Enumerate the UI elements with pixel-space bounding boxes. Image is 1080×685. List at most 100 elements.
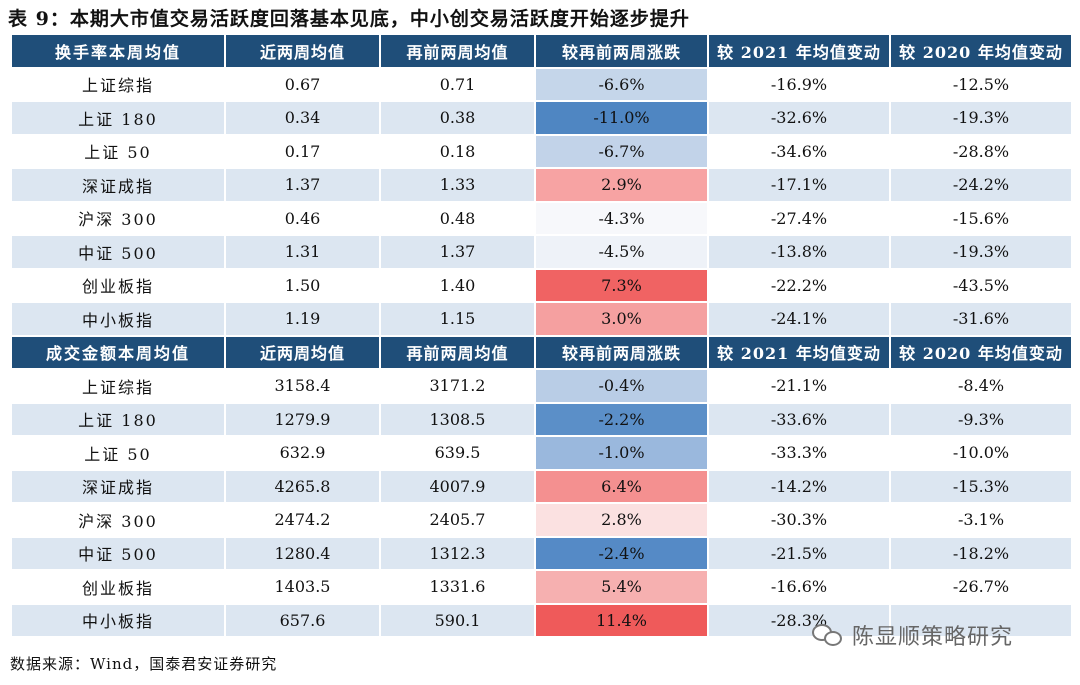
index-name: 中小板指 [12,605,224,637]
prev-avg: 0.18 [381,136,534,168]
section-header-row: 换手率本周均值 近两周均值 再前两周均值 较再前两周涨跌较 2021 年均值变动较 2… [12,35,1071,67]
index-name: 中证 500 [12,236,224,268]
change-vs-prev: 3.0% [536,303,707,335]
change-vs-2020: -18.2% [891,538,1071,570]
data-table: 换手率本周均值 近两周均值 再前两周均值 较再前两周涨跌较 2021 年均值变动较 2… [10,33,1073,638]
change-vs-2020: -19.3% [891,102,1071,134]
table-row: 沪深 300 0.46 0.48 -4.3% -27.4% -15.6% [12,203,1071,235]
change-vs-2020: -15.3% [891,471,1071,503]
change-vs-2021: -33.3% [709,437,889,469]
change-vs-2021: -34.6% [709,136,889,168]
prev-avg: 1.15 [381,303,534,335]
table-row: 上证综指 0.67 0.71 -6.6% -16.9% -12.5% [12,69,1071,101]
change-vs-2021: -14.2% [709,471,889,503]
change-vs-prev: 11.4% [536,605,707,637]
recent-avg: 0.17 [226,136,379,168]
recent-avg: 1279.9 [226,404,379,436]
column-header: 再前两周均值 [381,337,534,369]
change-vs-2020: -26.7% [891,571,1071,603]
change-vs-2021: -21.5% [709,538,889,570]
source-note: 数据来源：Wind，国泰君安证券研究 [10,653,277,674]
column-header: 近两周均值 [226,35,379,67]
index-name: 沪深 300 [12,203,224,235]
prev-avg: 1308.5 [381,404,534,436]
prev-avg: 2405.7 [381,504,534,536]
index-name: 深证成指 [12,169,224,201]
table-row: 中小板指 1.19 1.15 3.0% -24.1% -31.6% [12,303,1071,335]
table-row: 上证 180 0.34 0.38 -11.0% -32.6% -19.3% [12,102,1071,134]
recent-avg: 3158.4 [226,370,379,402]
change-vs-2021: -24.1% [709,303,889,335]
prev-avg: 1331.6 [381,571,534,603]
table-row: 上证 50 0.17 0.18 -6.7% -34.6% -28.8% [12,136,1071,168]
change-vs-2021: -16.9% [709,69,889,101]
change-vs-2020: -19.3% [891,236,1071,268]
column-header: 换手率本周均值 [12,35,224,67]
change-vs-2021: -33.6% [709,404,889,436]
change-vs-2021: -22.2% [709,270,889,302]
change-vs-2020: -10.0% [891,437,1071,469]
change-vs-2020: -15.6% [891,203,1071,235]
column-header: 再前两周均值 [381,35,534,67]
index-name: 上证 50 [12,437,224,469]
prev-avg: 3171.2 [381,370,534,402]
column-header: 较 2020 年均值变动 [891,337,1071,369]
table-row: 创业板指 1.50 1.40 7.3% -22.2% -43.5% [12,270,1071,302]
column-header: 较 2020 年均值变动 [891,35,1071,67]
column-header: 较再前两周涨跌 [536,35,707,67]
index-name: 中小板指 [12,303,224,335]
wechat-icon [812,622,846,648]
column-header: 较 2021 年均值变动 [709,35,889,67]
change-vs-prev: -4.3% [536,203,707,235]
index-name: 上证综指 [12,370,224,402]
change-vs-prev: 2.9% [536,169,707,201]
change-vs-2020: -12.5% [891,69,1071,101]
change-vs-2021: -27.4% [709,203,889,235]
recent-avg: 0.67 [226,69,379,101]
change-vs-prev: -11.0% [536,102,707,134]
change-vs-2021: -32.6% [709,102,889,134]
prev-avg: 1.33 [381,169,534,201]
change-vs-prev: 2.8% [536,504,707,536]
change-vs-2021: -13.8% [709,236,889,268]
index-name: 中证 500 [12,538,224,570]
change-vs-2020: -28.8% [891,136,1071,168]
change-vs-2020: -43.5% [891,270,1071,302]
index-name: 上证 180 [12,404,224,436]
recent-avg: 1.37 [226,169,379,201]
watermark: 陈显顺策略研究 [812,620,1013,650]
table-row: 沪深 300 2474.2 2405.7 2.8% -30.3% -3.1% [12,504,1071,536]
table-title: 表 9：本期大市值交易活跃度回落基本见底，中小创交易活跃度开始逐步提升 [8,4,690,31]
recent-avg: 1.50 [226,270,379,302]
change-vs-2021: -30.3% [709,504,889,536]
table-row: 上证 50 632.9 639.5 -1.0% -33.3% -10.0% [12,437,1071,469]
index-name: 创业板指 [12,571,224,603]
table-row: 深证成指 4265.8 4007.9 6.4% -14.2% -15.3% [12,471,1071,503]
column-header: 成交金额本周均值 [12,337,224,369]
prev-avg: 0.38 [381,102,534,134]
change-vs-prev: -2.2% [536,404,707,436]
change-vs-2020: -3.1% [891,504,1071,536]
recent-avg: 1403.5 [226,571,379,603]
recent-avg: 2474.2 [226,504,379,536]
change-vs-prev: -2.4% [536,538,707,570]
index-name: 沪深 300 [12,504,224,536]
table-row: 中证 500 1.31 1.37 -4.5% -13.8% -19.3% [12,236,1071,268]
index-name: 上证 180 [12,102,224,134]
table-row: 深证成指 1.37 1.33 2.9% -17.1% -24.2% [12,169,1071,201]
table-row: 上证 180 1279.9 1308.5 -2.2% -33.6% -9.3% [12,404,1071,436]
table-row: 中证 500 1280.4 1312.3 -2.4% -21.5% -18.2% [12,538,1071,570]
change-vs-prev: -1.0% [536,437,707,469]
change-vs-prev: -4.5% [536,236,707,268]
recent-avg: 0.46 [226,203,379,235]
change-vs-prev: -6.7% [536,136,707,168]
prev-avg: 1.40 [381,270,534,302]
change-vs-prev: 7.3% [536,270,707,302]
prev-avg: 639.5 [381,437,534,469]
change-vs-2021: -16.6% [709,571,889,603]
column-header: 近两周均值 [226,337,379,369]
prev-avg: 4007.9 [381,471,534,503]
change-vs-prev: 5.4% [536,571,707,603]
column-header: 较再前两周涨跌 [536,337,707,369]
index-name: 创业板指 [12,270,224,302]
